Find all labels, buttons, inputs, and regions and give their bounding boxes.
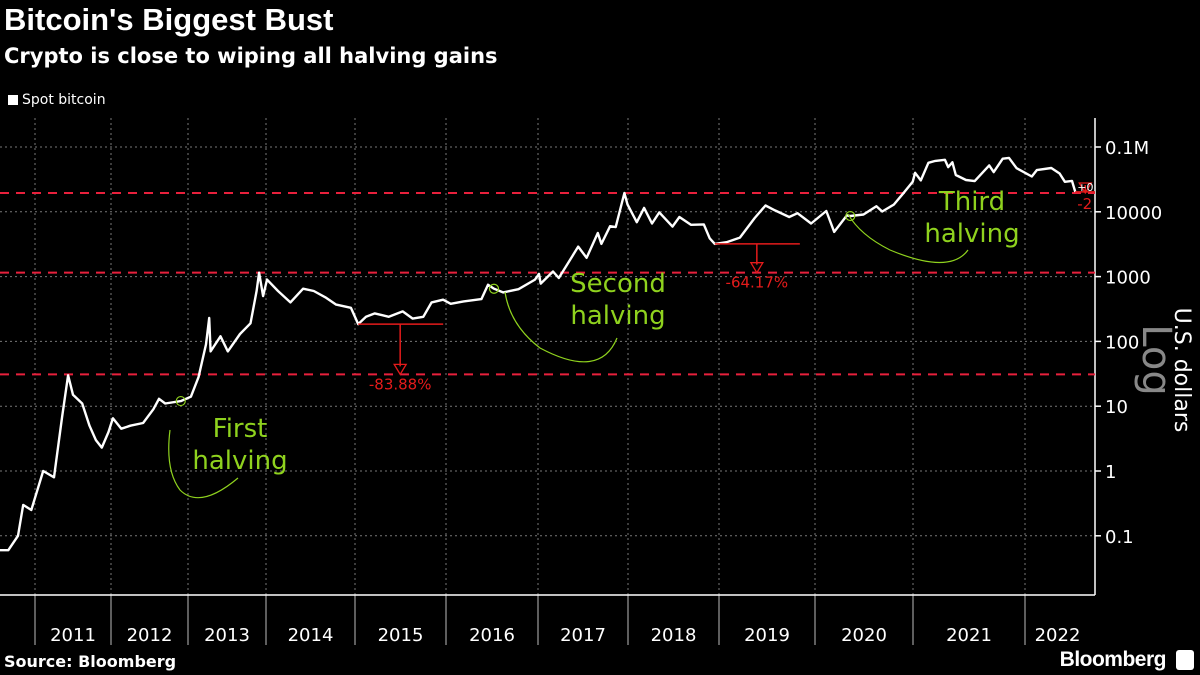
- bloomberg-terminal-icon: [1176, 650, 1194, 670]
- drawdown-label-bottom: -2: [1077, 195, 1092, 213]
- drawdown-arrow-head-icon: [749, 262, 764, 274]
- legend: Spot bitcoin: [8, 92, 106, 108]
- halving-label-line2: halving: [570, 301, 665, 331]
- halving-connector: [847, 213, 969, 264]
- source-note: Source: Bloomberg: [4, 652, 177, 671]
- chart-title: Bitcoin's Biggest Bust: [4, 2, 334, 37]
- y-tick-label: 100: [1105, 332, 1139, 353]
- drawdown-label: -83.88%: [369, 375, 432, 393]
- x-tick-label: 2012: [127, 625, 173, 646]
- drawdown-arrow-head-icon: [1078, 182, 1093, 195]
- x-tick-label: 2019: [744, 625, 790, 646]
- halving-marker-icon: [175, 395, 186, 407]
- x-tick-label: 2022: [1035, 625, 1081, 646]
- y-tick-label: 10: [1105, 397, 1128, 418]
- y-tick-label: 10000: [1105, 203, 1162, 224]
- halving-connector: [504, 291, 618, 363]
- halving-label-line1: First: [213, 414, 268, 444]
- halving-connector: [168, 429, 239, 499]
- halving-label-line1: Third: [938, 187, 1005, 217]
- x-tick-label: 2015: [378, 625, 424, 646]
- y-tick-label: 1: [1105, 462, 1116, 483]
- plot-layer: -83.88% -64.17% +0.0-2: [0, 156, 1104, 552]
- x-tick-label: 2017: [560, 625, 606, 646]
- x-tick-label: 2011: [50, 625, 96, 646]
- y-tick-label: 0.1: [1105, 527, 1134, 548]
- drawdown-label-top: +0.0: [1077, 181, 1104, 194]
- halving-marker-icon: [845, 210, 856, 222]
- chart-subtitle: Crypto is close to wiping all halving ga…: [4, 44, 498, 68]
- x-tick-label: 2014: [288, 625, 334, 646]
- x-tick-label: 2020: [841, 625, 887, 646]
- halving-marker-icon: [488, 283, 500, 294]
- drawdown-arrow-head-icon: [393, 363, 408, 376]
- legend-swatch-icon: [8, 95, 18, 105]
- halving-label-line2: halving: [924, 219, 1019, 249]
- x-tick-label: 2021: [946, 625, 992, 646]
- halving-label-line2: halving: [192, 446, 287, 476]
- x-tick-label: 2016: [469, 625, 515, 646]
- x-tick-label: 2018: [651, 625, 697, 646]
- log-scale-label: Log: [1133, 324, 1179, 395]
- halving-label-line1: Second: [570, 269, 666, 299]
- y-tick-label: 1000: [1105, 268, 1151, 289]
- y-axis-label: U.S. dollars: [1169, 308, 1194, 433]
- series-line-spot-bitcoin: [0, 156, 1077, 552]
- x-tick-label: 2013: [204, 625, 250, 646]
- y-tick-label: 0.1M: [1105, 138, 1149, 159]
- brand-logo: Bloomberg: [1059, 648, 1167, 671]
- legend-label: Spot bitcoin: [22, 92, 106, 108]
- drawdown-label: -64.17%: [726, 274, 789, 292]
